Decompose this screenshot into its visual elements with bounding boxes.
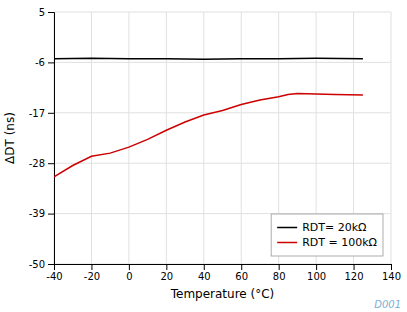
legend-label: RDT = 100kΩ	[302, 236, 377, 249]
annotation: D001	[374, 299, 401, 310]
tick-label: -28	[29, 158, 45, 169]
tick-mark	[48, 113, 54, 114]
tick-label: 140	[382, 271, 401, 282]
tick: 140	[382, 264, 401, 282]
x-axis: -40 -20 0 20 40 60 80 100 120 140	[46, 264, 401, 282]
grid-line-x	[166, 12, 167, 264]
tick-mark	[48, 214, 54, 215]
grid-line-y	[54, 62, 391, 63]
tick-mark	[316, 264, 317, 270]
tick: 60	[235, 264, 248, 282]
legend-swatch	[277, 227, 297, 229]
tick-label: 120	[345, 271, 364, 282]
tick: -28	[29, 158, 54, 169]
tick-label: -50	[29, 259, 45, 270]
series-line	[54, 94, 363, 177]
tick-mark	[241, 264, 242, 270]
tick-label: 5	[39, 7, 45, 18]
tick-label: -20	[84, 271, 100, 282]
tick-label: -39	[29, 208, 45, 219]
tick-mark	[279, 264, 280, 270]
series-line	[54, 58, 363, 60]
grid-line-x	[241, 12, 242, 264]
tick-mark	[354, 264, 355, 270]
tick-label: -17	[29, 108, 45, 119]
grid-line-x	[128, 12, 129, 264]
tick-mark	[91, 264, 92, 270]
tick-label: -6	[35, 57, 45, 68]
tick-mark	[48, 163, 54, 164]
y-axis: 5 -6 -17 -28 -39 -50	[29, 7, 55, 270]
tick-label: 0	[126, 271, 132, 282]
grid-line-x	[203, 12, 204, 264]
tick: 80	[273, 264, 286, 282]
legend-swatch	[277, 242, 297, 244]
legend-box	[271, 214, 383, 256]
x-axis-title: Temperature (°C)	[170, 287, 275, 301]
tick-label: -40	[46, 271, 62, 282]
grid	[54, 12, 391, 264]
tick: -6	[35, 57, 54, 68]
grid-line-x	[391, 12, 392, 264]
axis-line	[48, 13, 55, 265]
axis-line	[55, 265, 392, 271]
grid-line-y	[54, 12, 391, 13]
tick-label: 40	[198, 271, 211, 282]
grid-line-x	[91, 12, 92, 264]
legend-label: RDT= 20kΩ	[302, 221, 366, 234]
tick: 5	[39, 7, 54, 18]
tick: 100	[307, 264, 326, 282]
tick-mark	[166, 264, 167, 270]
chart: -40 -20 0 20 40 60 80 100 120 140 5 -6 -17 -28 -39 -50 T…	[0, 0, 407, 312]
tick: -20	[84, 264, 100, 282]
tick-mark	[391, 264, 392, 270]
tick: 20	[160, 264, 173, 282]
tick: -40	[46, 264, 62, 282]
plot-area	[54, 58, 363, 177]
tick: -50	[29, 259, 54, 270]
tick: 0	[126, 264, 132, 282]
tick: 120	[345, 264, 364, 282]
tick-mark	[48, 12, 54, 13]
grid-line-y	[54, 163, 391, 164]
tick-label: 60	[235, 271, 248, 282]
grid-line-y	[54, 112, 391, 113]
tick-mark	[204, 264, 205, 270]
tick-label: 20	[160, 271, 173, 282]
legend: RDT= 20kΩ RDT = 100kΩ	[271, 214, 383, 256]
tick-label: 80	[273, 271, 286, 282]
y-axis-title: ΔDT (ns)	[3, 112, 17, 164]
tick-mark	[129, 264, 130, 270]
tick: -17	[29, 108, 54, 119]
tick-mark	[48, 264, 54, 265]
tick-mark	[48, 62, 54, 63]
tick: 40	[198, 264, 211, 282]
tick: -39	[29, 208, 54, 219]
tick-label: 100	[307, 271, 326, 282]
